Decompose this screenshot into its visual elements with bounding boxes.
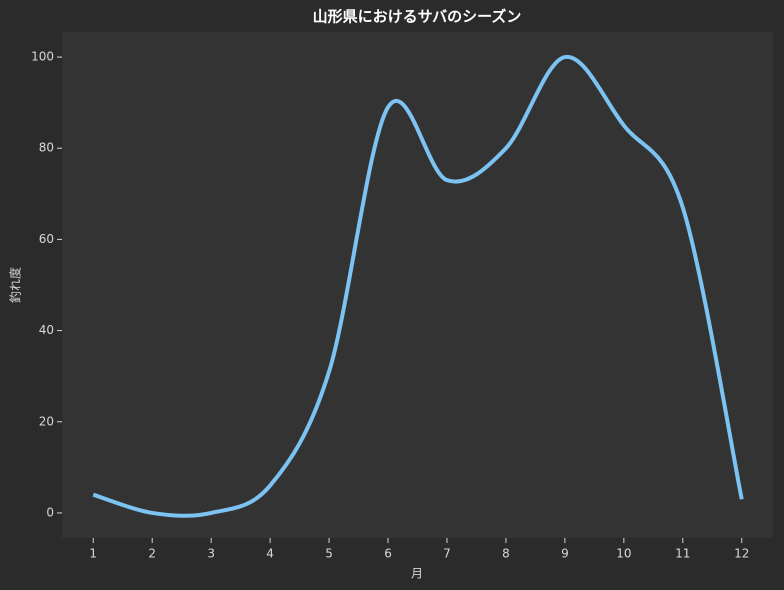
y-axis-label: 釣れ度 [8, 267, 23, 303]
x-tick-label: 12 [734, 547, 749, 561]
y-tick-label: 80 [39, 141, 54, 155]
x-tick-label: 10 [616, 547, 631, 561]
x-tick-label: 7 [443, 547, 451, 561]
x-tick-label: 11 [675, 547, 690, 561]
chart-title: 山形県におけるサバのシーズン [313, 8, 522, 26]
x-tick-label: 5 [325, 547, 333, 561]
y-tick-label: 60 [39, 232, 54, 246]
y-tick-label: 20 [39, 414, 54, 428]
y-tick-label: 100 [31, 50, 54, 64]
x-tick-label: 3 [207, 547, 215, 561]
x-tick-label: 8 [502, 547, 510, 561]
x-tick-label: 2 [148, 547, 156, 561]
x-axis-label: 月 [411, 567, 423, 581]
x-tick-label: 9 [561, 547, 569, 561]
series-line [92, 55, 744, 518]
x-tick-label: 4 [266, 547, 274, 561]
plot-area [62, 32, 773, 538]
y-tick-label: 0 [46, 505, 54, 519]
y-tick-label: 40 [39, 323, 54, 337]
x-tick-label: 6 [384, 547, 392, 561]
x-tick-label: 1 [89, 547, 97, 561]
